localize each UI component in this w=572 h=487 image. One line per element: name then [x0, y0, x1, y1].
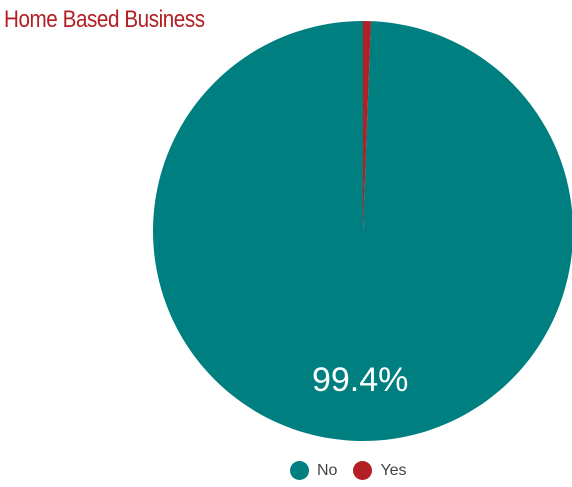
pie-slice-no[interactable]	[153, 21, 572, 441]
legend-item-yes[interactable]: Yes	[353, 461, 407, 480]
chart-title: Home Based Business	[4, 6, 205, 33]
legend-swatch-no	[290, 461, 309, 480]
legend: No Yes	[290, 461, 423, 480]
pie-slice-yes[interactable]	[363, 21, 371, 231]
legend-label-no: No	[317, 461, 338, 479]
legend-item-no[interactable]: No	[290, 461, 337, 480]
legend-label-yes: Yes	[380, 461, 407, 479]
slice-label-no: 99.4%	[312, 361, 408, 399]
legend-swatch-yes	[353, 461, 373, 480]
